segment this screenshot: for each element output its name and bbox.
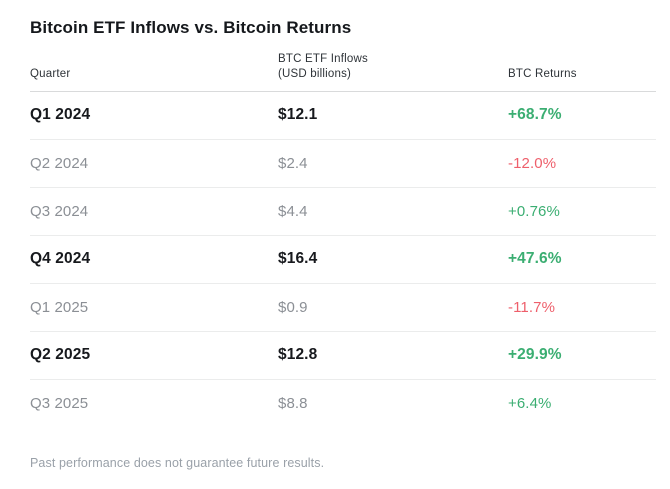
page-title: Bitcoin ETF Inflows vs. Bitcoin Returns: [30, 18, 352, 37]
table-row: Q3 2025 $8.8 +6.4%: [30, 380, 656, 427]
column-header-inflows-line1: BTC ETF Inflows: [278, 53, 368, 65]
column-header-quarter: Quarter: [30, 67, 71, 80]
inflows-cell: $12.1: [278, 106, 318, 124]
returns-cell: -12.0%: [508, 154, 557, 172]
quarter-cell: Q1 2024: [30, 106, 91, 124]
returns-cell: +47.6%: [508, 250, 562, 268]
returns-cell: +6.4%: [508, 394, 552, 412]
quarter-cell: Q3 2025: [30, 394, 89, 412]
returns-cell: +0.76%: [508, 202, 560, 220]
table-row: Q4 2024 $16.4 +47.6%: [30, 236, 656, 284]
table-row: Q2 2025 $12.8 +29.9%: [30, 332, 656, 380]
inflows-cell: $8.8: [278, 394, 308, 412]
returns-cell: +68.7%: [508, 106, 562, 124]
quarter-cell: Q3 2024: [30, 202, 89, 220]
table-body: Q1 2024 $12.1 +68.7% Q2 2024 $2.4 -12.0%…: [30, 92, 656, 427]
column-header-inflows-line2: (USD billions): [278, 67, 352, 80]
quarter-cell: Q4 2024: [30, 250, 91, 268]
table-row: Q1 2024 $12.1 +68.7%: [30, 92, 656, 140]
inflows-cell: $16.4: [278, 250, 318, 268]
column-header-returns: BTC Returns: [508, 67, 577, 80]
table-row: Q2 2024 $2.4 -12.0%: [30, 140, 656, 188]
table-row: Q1 2025 $0.9 -11.7%: [30, 284, 656, 332]
quarter-cell: Q1 2025: [30, 298, 89, 316]
inflows-cell: $0.9: [278, 298, 308, 316]
etf-returns-table: Quarter BTC ETF Inflows (USD billions) B…: [30, 52, 656, 427]
inflows-cell: $12.8: [278, 346, 318, 364]
inflows-cell: $4.4: [278, 202, 308, 220]
returns-cell: +29.9%: [508, 346, 562, 364]
disclaimer-text: Past performance does not guarantee futu…: [30, 455, 325, 470]
table-row: Q3 2024 $4.4 +0.76%: [30, 188, 656, 236]
etf-returns-panel: Bitcoin ETF Inflows vs. Bitcoin Returns …: [30, 18, 656, 470]
table-header-row: Quarter BTC ETF Inflows (USD billions) B…: [30, 52, 656, 92]
returns-cell: -11.7%: [508, 298, 556, 316]
inflows-cell: $2.4: [278, 154, 308, 172]
quarter-cell: Q2 2024: [30, 154, 89, 172]
column-header-inflows: BTC ETF Inflows (USD billions): [278, 52, 508, 82]
quarter-cell: Q2 2025: [30, 346, 91, 364]
